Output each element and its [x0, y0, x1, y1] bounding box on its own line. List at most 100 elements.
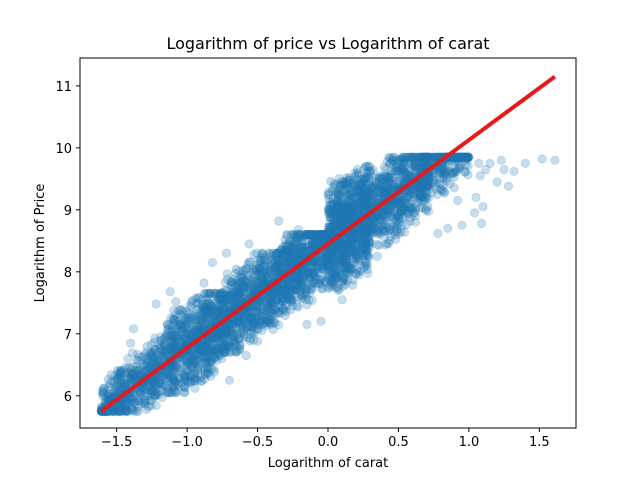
scatter-point — [169, 385, 179, 395]
scatter-point — [105, 378, 115, 388]
scatter-point — [415, 203, 425, 213]
scatter-point — [149, 352, 159, 362]
scatter-point — [122, 399, 132, 409]
scatter-point — [216, 327, 226, 337]
scatter-point — [126, 392, 136, 402]
scatter-point — [170, 343, 180, 353]
scatter-point — [103, 389, 114, 400]
scatter-point — [185, 376, 195, 386]
scatter-point — [134, 396, 145, 406]
scatter-point — [327, 208, 337, 218]
scatter-point — [117, 398, 128, 408]
scatter-point — [144, 391, 154, 401]
scatter-point — [154, 340, 164, 350]
scatter-point — [292, 300, 302, 311]
scatter-point — [207, 312, 217, 322]
scatter-point — [112, 385, 122, 395]
scatter-point — [520, 158, 530, 168]
scatter-point — [155, 386, 166, 397]
scatter-point — [148, 383, 158, 393]
scatter-point — [354, 194, 364, 204]
scatter-point — [132, 371, 142, 381]
scatter-point — [433, 228, 443, 238]
scatter-point — [156, 371, 166, 381]
scatter-point — [410, 217, 420, 227]
scatter-point — [121, 395, 131, 405]
scatter-point — [214, 349, 224, 360]
scatter-point — [151, 357, 161, 368]
scatter-point — [163, 388, 173, 398]
scatter-point — [485, 158, 495, 168]
scatter-point — [155, 350, 165, 360]
scatter-point — [165, 344, 175, 354]
scatter-point — [210, 344, 220, 354]
scatter-point — [115, 406, 125, 416]
scatter-point — [116, 398, 127, 409]
scatter-point — [325, 200, 335, 210]
scatter-point — [157, 352, 167, 362]
scatter-point — [110, 377, 120, 387]
scatter-point — [215, 350, 225, 361]
scatter-point — [219, 305, 230, 315]
scatter-point — [148, 358, 158, 368]
scatter-point — [114, 386, 124, 396]
scatter-point — [115, 370, 125, 380]
scatter-point — [116, 406, 126, 416]
scatter-point — [129, 406, 139, 416]
scatter-point — [216, 329, 226, 340]
scatter-point — [135, 393, 145, 404]
scatter-point — [295, 244, 305, 254]
scatter-point — [104, 391, 114, 402]
scatter-point — [134, 365, 144, 376]
scatter-point — [194, 360, 204, 370]
scatter-point — [116, 365, 126, 376]
scatter-point — [160, 349, 170, 360]
scatter-point — [210, 341, 220, 352]
scatter-point — [281, 301, 291, 311]
scatter-point — [241, 350, 251, 361]
scatter-point — [134, 369, 144, 380]
scatter-point — [182, 358, 192, 368]
scatter-point — [125, 368, 135, 379]
scatter-point — [147, 348, 158, 358]
scatter-point — [250, 307, 260, 317]
scatter-point — [173, 333, 183, 343]
scatter-point — [163, 345, 174, 355]
scatter-point — [210, 329, 220, 339]
y-tick-label: 8 — [64, 266, 72, 281]
scatter-point — [153, 378, 163, 389]
scatter-point — [166, 313, 176, 323]
scatter-point — [152, 388, 162, 399]
scatter-point — [138, 386, 149, 396]
scatter-point — [406, 202, 416, 213]
scatter-point — [120, 378, 131, 388]
scatter-point — [165, 373, 175, 383]
scatter-point — [140, 395, 150, 406]
scatter-point — [202, 354, 212, 364]
scatter-point — [146, 401, 156, 411]
scatter-point — [156, 385, 167, 396]
scatter-point — [147, 386, 157, 396]
scatter-point — [121, 406, 132, 416]
scatter-point — [114, 406, 124, 416]
scatter-point — [150, 385, 160, 396]
scatter-point — [209, 367, 219, 377]
scatter-point — [133, 371, 143, 381]
scatter-point — [119, 381, 129, 392]
scatter-point — [127, 377, 137, 387]
scatter-point — [123, 363, 133, 373]
scatter-point — [146, 396, 156, 406]
x-tick-label: −1.5 — [101, 435, 133, 450]
scatter-point — [104, 381, 114, 392]
scatter-point — [214, 328, 224, 338]
scatter-point — [365, 183, 375, 193]
scatter-point — [120, 381, 130, 392]
scatter-point — [130, 397, 140, 408]
scatter-point — [138, 397, 148, 407]
scatter-point — [323, 270, 333, 280]
scatter-point — [148, 377, 158, 387]
scatter-point — [492, 177, 502, 187]
scatter-point — [149, 390, 159, 400]
scatter-point — [156, 345, 166, 356]
scatter-point — [194, 348, 204, 358]
